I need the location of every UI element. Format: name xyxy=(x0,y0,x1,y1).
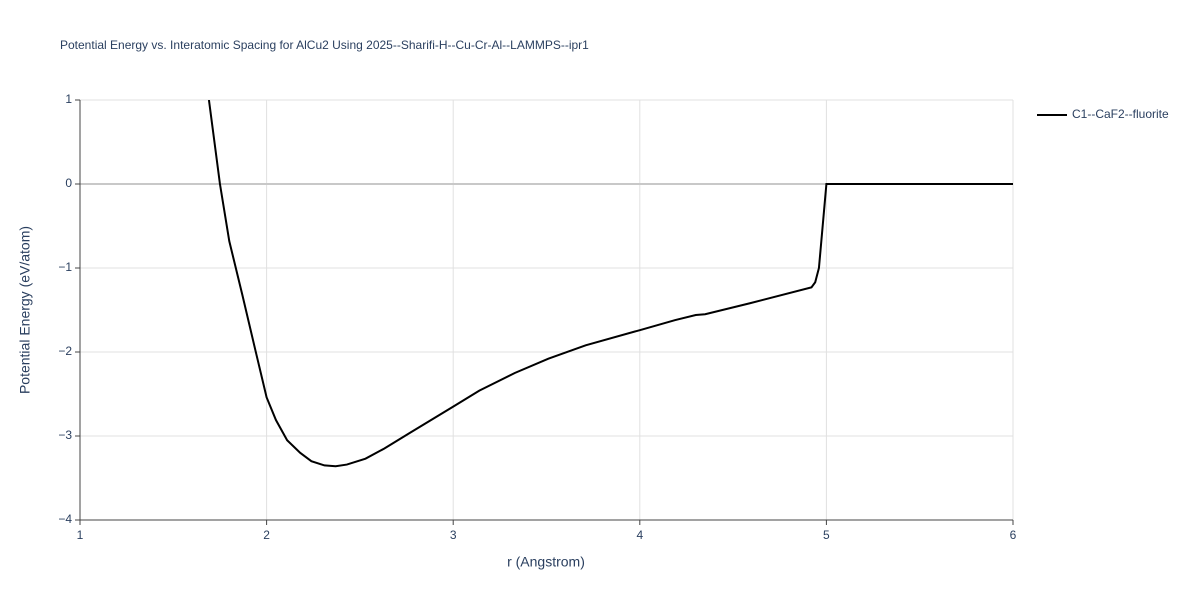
x-axis-label: r (Angstrom) xyxy=(507,554,585,570)
y-axis-label: Potential Energy (eV/atom) xyxy=(17,226,33,394)
x-tick-label: 1 xyxy=(77,528,84,542)
y-tick-label: −3 xyxy=(58,428,72,442)
grid xyxy=(79,99,1014,521)
x-tick-label: 4 xyxy=(636,528,643,542)
legend: C1--CaF2--fluorite xyxy=(1037,107,1169,121)
y-tick-label: −4 xyxy=(58,512,72,526)
legend-label: C1--CaF2--fluorite xyxy=(1072,107,1169,121)
x-tick-label: 2 xyxy=(263,528,270,542)
x-tick-label: 6 xyxy=(1010,528,1017,542)
y-tick-label: 1 xyxy=(65,92,72,106)
y-tick-label: −1 xyxy=(58,260,72,274)
x-tick-label: 3 xyxy=(450,528,457,542)
plot-area xyxy=(207,100,1013,468)
y-tick-label: −2 xyxy=(58,344,72,358)
x-tick-label: 5 xyxy=(823,528,830,542)
chart-title: Potential Energy vs. Interatomic Spacing… xyxy=(60,38,589,52)
y-tick-label: 0 xyxy=(65,176,72,190)
line-series xyxy=(207,100,1013,468)
ticks: 1 2 3 4 5 6 −4 −3 −2 −1 0 1 xyxy=(58,92,1016,542)
